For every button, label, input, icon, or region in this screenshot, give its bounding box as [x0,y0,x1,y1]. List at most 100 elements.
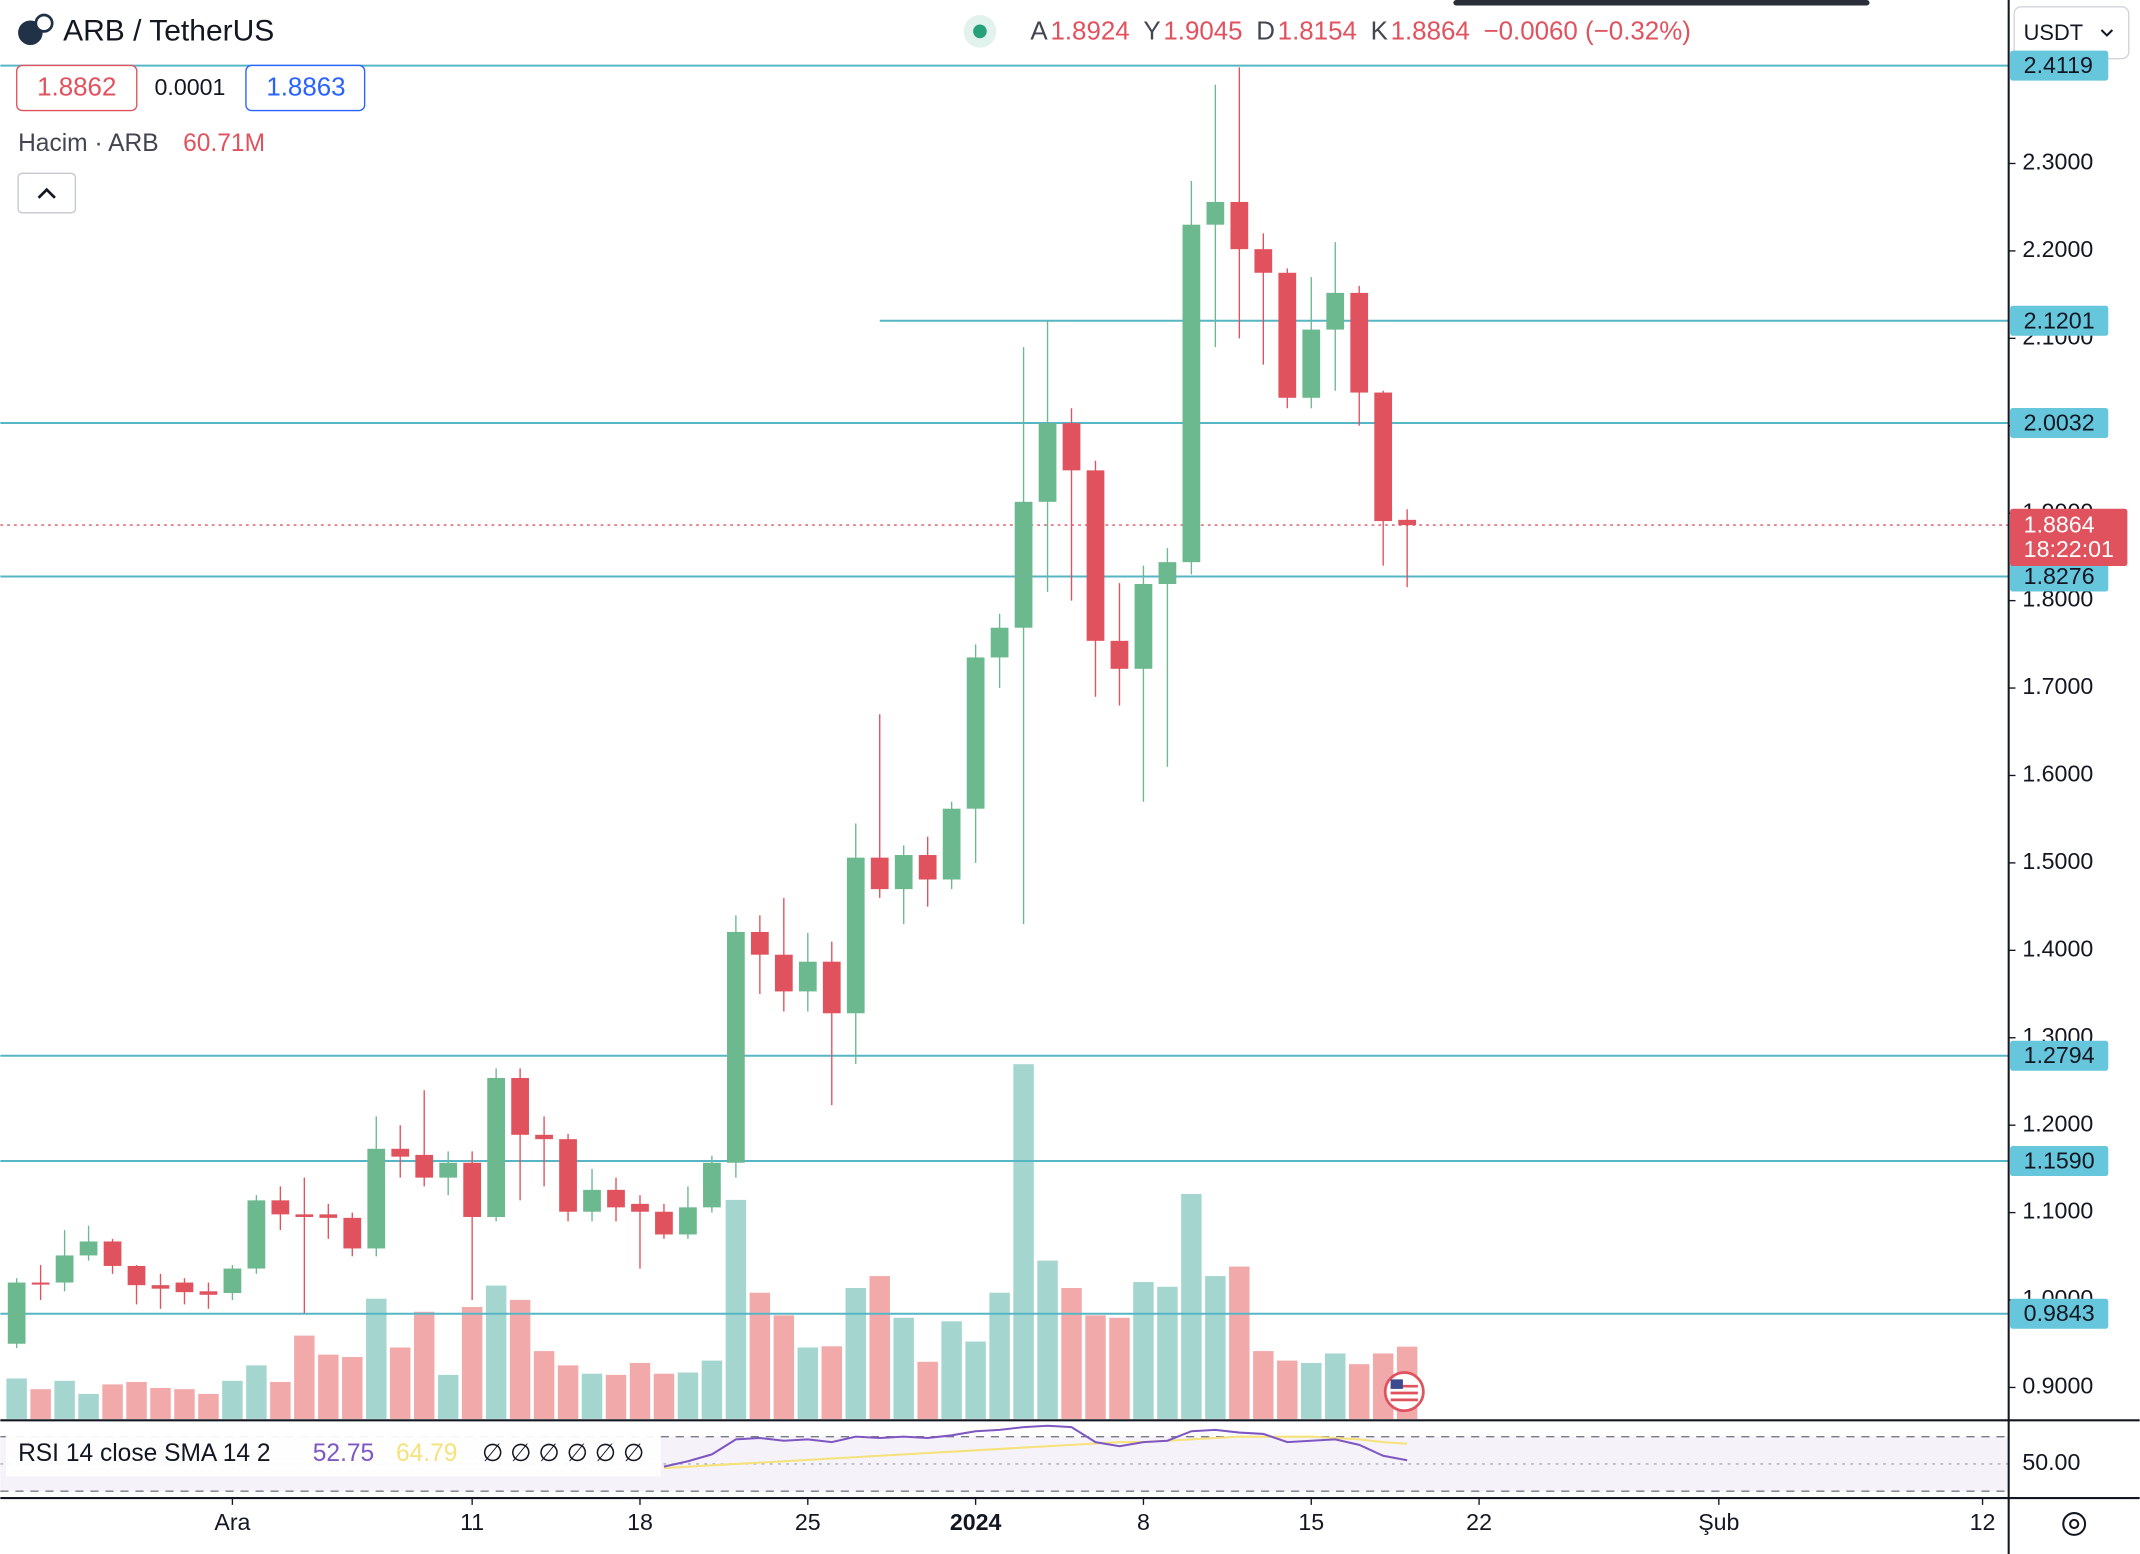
currency[interactable]: USDT [2024,20,2083,45]
volume-bar [342,1357,363,1419]
candle-body [966,657,985,809]
volume-bar [605,1374,627,1419]
y-tick-label: 1.4000 [2022,935,2093,961]
x-tick-label: 12 [1970,1509,1996,1535]
candle-body [103,1241,122,1266]
volume-bar [246,1365,267,1419]
level-label-bg [2010,305,2109,336]
level-label: 2.4119 [2024,52,2093,78]
volume-bar [485,1285,507,1419]
rsi-line [663,1424,1408,1468]
buy-price[interactable]: 1.8863 [266,74,345,102]
volume-bar [821,1346,843,1419]
volume-bar [773,1315,795,1419]
candle-body [918,855,937,880]
volume-bar [318,1354,339,1419]
candle-body [319,1214,338,1218]
volume-bar [54,1380,75,1419]
volume-bar [1085,1315,1106,1419]
volume-bar [1013,1064,1034,1419]
buy-button[interactable] [245,64,366,112]
candle-body [703,1162,721,1208]
volume-bar [102,1384,123,1419]
y-tick-label: 1.1000 [2022,1198,2093,1224]
volume-bar [1037,1260,1058,1419]
candle-body [1230,201,1249,250]
candle-body [535,1134,553,1140]
volume-bar [413,1311,435,1419]
volume-bar [1253,1351,1274,1419]
ohlc-value: 1.8154 [1278,18,1357,46]
candle-body [175,1282,194,1293]
symbol-logo [34,13,54,33]
candle-body [870,857,889,890]
ohlc-label: D [1256,18,1275,46]
candle-body [1278,272,1297,398]
volume-bar [629,1362,651,1419]
ohlc-value: 1.9045 [1163,18,1242,46]
y-tick-label: 1.6000 [2022,761,2093,787]
symbol: ARB / TetherUS [63,15,274,48]
candle-body [271,1200,290,1215]
volume-bar [270,1382,291,1419]
candle-body [127,1265,146,1286]
volume-bar [581,1373,603,1419]
volume-bar [174,1389,195,1419]
candle-body [439,1162,458,1178]
level-label: 1.2794 [2024,1042,2095,1068]
sell-button[interactable] [16,64,138,112]
candle-body [1038,423,1057,502]
volume-title: Hacim · ARB [18,130,159,157]
candle-body [487,1077,506,1217]
volume-bar [294,1335,315,1419]
volume-bar [797,1347,819,1419]
candle-body [1206,201,1225,225]
candle-body [990,627,1009,658]
candle-body [1254,249,1273,273]
volume-bar [390,1347,411,1419]
settings-icon [2069,1518,2080,1530]
volume-bar [30,1389,51,1419]
candle-body [1398,519,1417,526]
level-label: 2.0032 [2024,409,2095,435]
level-label-bg [2010,50,2109,81]
candle-body [31,1282,50,1285]
volume-bar [437,1374,459,1419]
volume-bar [1229,1266,1250,1419]
volume-bar [557,1365,579,1419]
x-tick-label: Ara [214,1509,250,1535]
x-tick-label: 2024 [950,1509,1002,1535]
candle-body [151,1285,170,1289]
volume-bar [1061,1287,1082,1419]
volume-bar [677,1372,699,1419]
level-label: 2.1201 [2024,307,2095,333]
candle-body [655,1211,673,1235]
volume-bar [941,1321,962,1419]
candle-body [1350,292,1369,393]
volume-bar [6,1378,27,1419]
volume-bar [150,1387,171,1419]
volume-bar [893,1317,914,1419]
volume-bar [965,1341,986,1419]
level-label: 1.8276 [2024,563,2095,589]
volume-bar [509,1299,531,1419]
candle-body [774,954,793,992]
sell-price[interactable]: 1.8862 [37,74,116,102]
volume-bar [1133,1282,1154,1419]
candle-body [894,855,913,890]
candle-body [79,1241,98,1256]
x-tick-label: 22 [1466,1509,1492,1535]
level-label-bg [2010,1146,2109,1177]
candle-body [942,808,961,880]
status-indicator [973,24,987,39]
volume-bar [1348,1364,1370,1419]
candle-body [607,1189,625,1208]
candle-body [1110,640,1129,669]
volume-bar [845,1287,866,1419]
settings-icon[interactable] [2062,1512,2087,1536]
collapse-button[interactable] [17,172,77,214]
level-label-bg [2010,1040,2109,1071]
candle-body [679,1207,697,1235]
volume-bar [1205,1276,1226,1419]
volume-bar [1181,1193,1202,1419]
